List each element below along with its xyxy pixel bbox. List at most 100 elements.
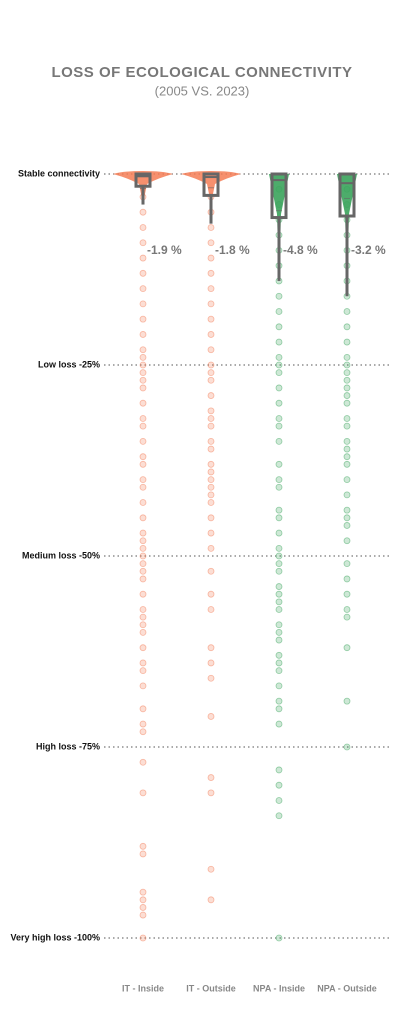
point <box>275 560 283 568</box>
point <box>139 758 147 766</box>
point <box>275 705 283 713</box>
point <box>139 315 147 323</box>
point <box>275 483 283 491</box>
point <box>343 369 351 377</box>
point <box>139 331 147 338</box>
point <box>139 399 147 407</box>
point <box>343 697 351 705</box>
point <box>275 415 283 422</box>
y-tick-label: Stable connectivity <box>18 168 100 178</box>
point <box>207 468 215 476</box>
point <box>343 361 351 369</box>
point <box>343 323 351 331</box>
point <box>139 682 147 690</box>
point <box>207 606 215 613</box>
point <box>275 934 283 942</box>
point <box>207 422 215 430</box>
point <box>139 514 147 522</box>
point <box>139 483 147 491</box>
point <box>275 338 283 346</box>
point <box>343 453 351 461</box>
point <box>139 285 147 293</box>
point <box>207 567 215 575</box>
y-tick-label: Medium loss -50% <box>22 550 100 560</box>
point <box>207 254 215 262</box>
point <box>343 392 351 399</box>
point <box>207 285 215 293</box>
point <box>207 774 215 781</box>
point <box>139 629 147 636</box>
point <box>139 499 147 506</box>
point <box>275 590 283 598</box>
point <box>207 789 215 797</box>
point <box>139 415 147 422</box>
point <box>207 269 215 277</box>
point <box>207 713 215 720</box>
point <box>275 567 283 575</box>
point <box>343 613 351 621</box>
box <box>202 172 220 197</box>
point <box>139 789 147 797</box>
point <box>275 583 283 590</box>
point <box>207 460 215 468</box>
point <box>275 781 283 789</box>
point <box>275 369 283 377</box>
point <box>343 506 351 514</box>
point <box>207 376 215 384</box>
mean-label: -4.8 % <box>283 243 318 257</box>
point <box>139 896 147 904</box>
point <box>275 651 283 659</box>
point <box>207 300 215 308</box>
point <box>207 239 215 247</box>
point <box>343 460 351 468</box>
point <box>139 300 147 308</box>
point <box>275 460 283 468</box>
point <box>343 590 351 598</box>
point <box>139 453 147 461</box>
chart-title: LOSS OF ECOLOGICAL CONNECTIVITY <box>51 64 352 81</box>
point <box>275 399 283 407</box>
point <box>139 728 147 736</box>
point <box>275 422 283 430</box>
point <box>139 850 147 858</box>
point <box>139 376 147 384</box>
point <box>343 445 351 453</box>
point <box>139 552 147 560</box>
point <box>275 292 283 300</box>
point <box>275 544 283 552</box>
x-tick-label: NPA - Inside <box>253 983 305 993</box>
point <box>343 422 351 430</box>
point <box>343 376 351 384</box>
point <box>207 865 215 873</box>
y-tick-label: High loss -75% <box>36 741 100 751</box>
y-tick-label: Very high loss -100% <box>10 932 100 942</box>
point <box>343 537 351 545</box>
point <box>139 208 147 216</box>
point <box>275 720 283 728</box>
point <box>343 514 351 522</box>
point <box>275 812 283 820</box>
point <box>139 254 147 262</box>
x-tick-label: NPA - Outside <box>317 983 377 993</box>
mean-label: -1.9 % <box>147 243 182 257</box>
point <box>343 644 351 652</box>
x-tick-label: IT - Inside <box>122 983 164 993</box>
point <box>275 308 283 315</box>
point <box>139 705 147 713</box>
point <box>275 797 283 804</box>
point <box>275 361 283 369</box>
point <box>139 659 147 667</box>
point <box>207 476 215 484</box>
point <box>207 499 215 506</box>
point <box>275 384 283 392</box>
point <box>139 460 147 468</box>
point <box>207 896 215 904</box>
point <box>275 682 283 690</box>
point <box>343 522 351 529</box>
point <box>275 697 283 705</box>
point <box>343 743 351 751</box>
point <box>343 308 351 315</box>
point <box>139 353 147 361</box>
point <box>275 629 283 636</box>
